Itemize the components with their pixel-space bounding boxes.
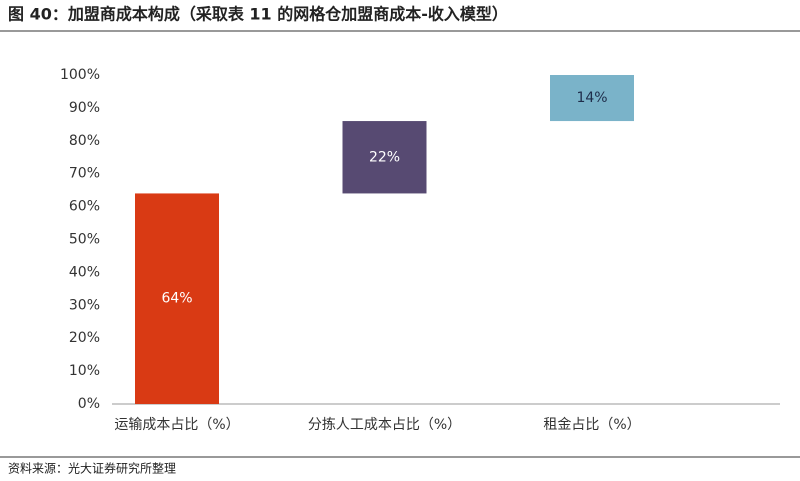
- y-tick-label: 50%: [69, 232, 100, 248]
- y-tick-label: 90%: [69, 100, 100, 116]
- x-tick-label: 租金占比（%）: [543, 417, 640, 433]
- y-tick-label: 70%: [69, 166, 100, 182]
- value-label: 14%: [576, 90, 607, 106]
- value-label: 22%: [369, 149, 400, 165]
- bar: [550, 75, 634, 122]
- y-tick-label: 100%: [60, 67, 100, 83]
- source-note: 资料来源：光大证券研究所整理: [8, 461, 176, 476]
- x-tick-label: 运输成本占比（%）: [114, 417, 239, 433]
- y-tick-label: 40%: [69, 264, 100, 280]
- x-tick-label: 分拣人工成本占比（%）: [308, 417, 461, 433]
- y-tick-label: 0%: [78, 396, 100, 412]
- chart-title: 图 40：加盟商成本构成（采取表 11 的网格仓加盟商成本-收入模型）: [8, 5, 508, 24]
- bar: [342, 121, 427, 194]
- y-tick-label: 60%: [69, 199, 100, 215]
- y-tick-label: 10%: [69, 363, 100, 379]
- y-tick-label: 30%: [69, 297, 100, 313]
- bar: [135, 193, 219, 404]
- y-tick-label: 20%: [69, 330, 100, 346]
- y-tick-label: 80%: [69, 133, 100, 149]
- value-label: 64%: [161, 291, 192, 307]
